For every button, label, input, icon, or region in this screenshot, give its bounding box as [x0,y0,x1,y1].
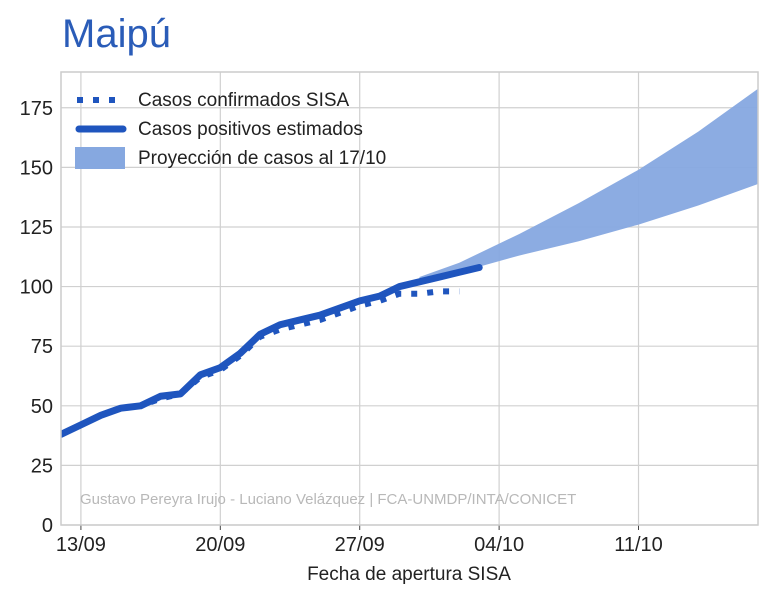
plot-frame [60,71,759,526]
y-tick-label: 0 [42,515,53,537]
series-estimated-line [61,264,483,438]
series-confirmed-line [61,288,460,438]
y-tick-label: 25 [31,455,53,477]
plot-marks [61,88,758,438]
y-tick-label: 100 [20,277,53,299]
y-tick-label: 175 [20,98,53,120]
axes: 0 25 50 75 100 125 150 175 13/09 20/09 27/09 04/10 1… [20,71,759,556]
x-axis-label: Fecha de apertura SISA [307,564,511,585]
x-tick-label: 27/09 [335,534,385,556]
legend-swatch-projection [75,147,125,169]
x-tick-label: 04/10 [474,534,524,556]
x-tick-label: 13/09 [56,534,106,556]
x-tick-label: 11/10 [614,534,663,556]
legend-label: Casos positivos estimados [138,119,363,140]
legend-label: Proyección de casos al 17/10 [138,148,386,169]
projection-band [419,88,758,282]
x-tick-label: 20/09 [195,534,245,556]
y-tick-label: 150 [20,157,53,179]
y-tick-label: 75 [31,336,53,358]
y-tick-label: 50 [31,396,53,418]
chart-title: Maipú [62,12,171,56]
y-tick-label: 125 [20,217,53,239]
legend-label: Casos confirmados SISA [138,90,350,111]
legend: Casos confirmados SISA Casos positivos es… [75,90,386,169]
credit-text: Gustavo Pereyra Irujo - Luciano Velázque… [80,491,576,508]
